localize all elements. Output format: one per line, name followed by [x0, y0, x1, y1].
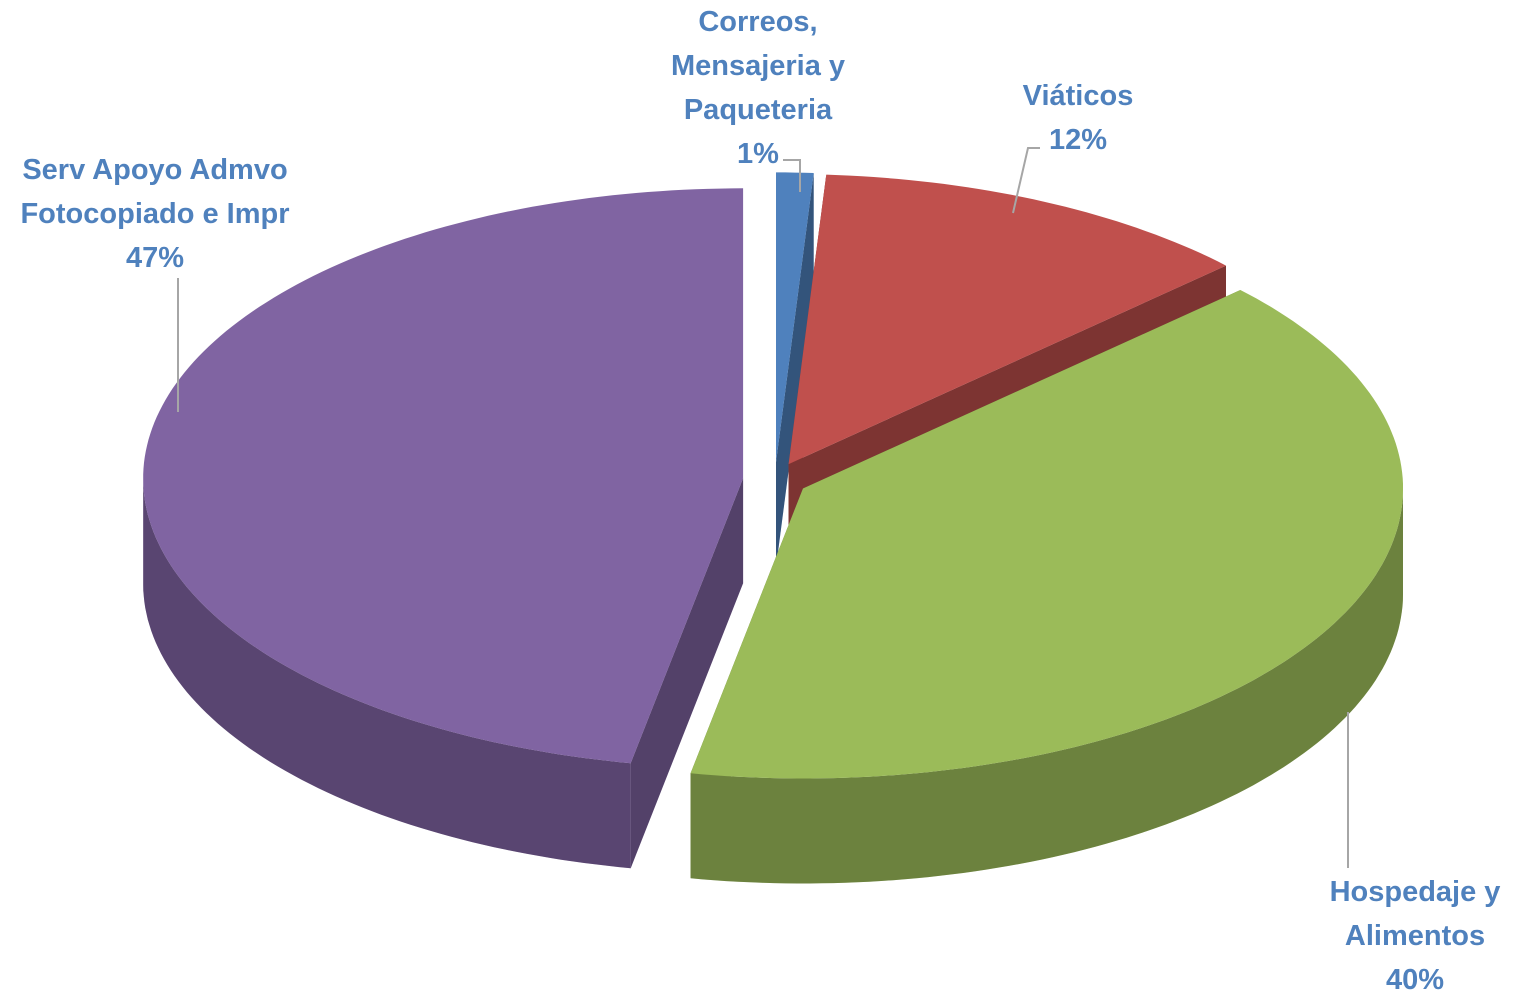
slice	[143, 188, 744, 764]
data-label: Hospedaje y Alimentos 40%	[1315, 870, 1515, 999]
slice-wall	[630, 478, 744, 869]
slice-side-shade	[690, 483, 1403, 884]
slice-side-shade	[143, 474, 631, 869]
value-label: 47%	[125, 242, 185, 274]
slice-side	[690, 483, 1403, 884]
slice-side	[143, 474, 631, 869]
slice	[690, 290, 1403, 779]
slice-wall	[776, 173, 814, 568]
value-label: 12%	[1048, 124, 1108, 156]
leader-line	[783, 159, 801, 192]
slice-wall-shade	[630, 478, 744, 869]
value-label: 40%	[1385, 964, 1445, 996]
value-label: 1%	[737, 138, 779, 170]
slice	[776, 172, 814, 463]
category-label: Serv Apoyo Admvo Fotocopiado e Impr	[20, 154, 290, 230]
data-label: Serv Apoyo Admvo Fotocopiado e Impr 47%	[5, 148, 305, 280]
category-label: Correos, Mensajeria y Paqueteria	[670, 6, 846, 126]
category-label: Hospedaje y Alimentos	[1329, 876, 1501, 952]
slice	[788, 174, 1226, 465]
leader-line	[1012, 147, 1040, 214]
slice-wall-shade	[776, 173, 814, 568]
data-label: Correos, Mensajeria y Paqueteria 1%	[653, 0, 863, 176]
data-label: Viáticos 12%	[958, 74, 1198, 162]
slices	[143, 172, 1403, 884]
category-label: Viáticos	[1022, 80, 1134, 112]
